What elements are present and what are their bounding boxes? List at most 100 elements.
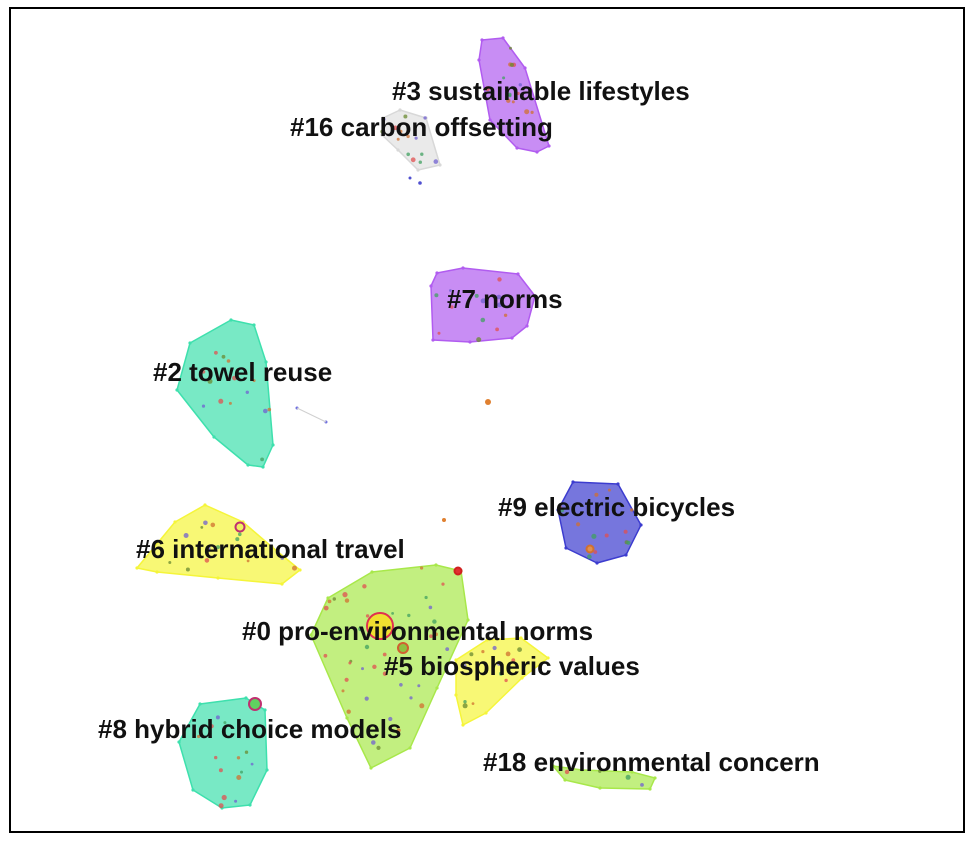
cluster-vertex xyxy=(454,693,458,697)
network-node xyxy=(410,157,416,163)
network-node xyxy=(203,520,208,526)
highlighted-node xyxy=(234,521,246,533)
network-node xyxy=(238,532,242,537)
cluster-vertex xyxy=(175,388,179,392)
network-node xyxy=(280,556,285,560)
cluster-vertex xyxy=(271,443,275,447)
cluster-vertex xyxy=(571,480,575,484)
network-node xyxy=(365,614,370,618)
network-node xyxy=(495,327,499,332)
network-node xyxy=(502,76,506,80)
network-node xyxy=(381,117,386,122)
cluster-vertex xyxy=(244,696,248,700)
network-node xyxy=(358,626,363,632)
network-node xyxy=(630,508,634,512)
network-node xyxy=(604,533,609,538)
network-node xyxy=(372,664,377,669)
cluster-vertex xyxy=(520,676,524,680)
network-node xyxy=(223,721,227,725)
network-node xyxy=(346,709,351,714)
network-node xyxy=(214,350,218,355)
network-node xyxy=(409,696,413,700)
cluster-vertex xyxy=(212,435,216,439)
network-node xyxy=(505,651,511,657)
network-node xyxy=(393,125,398,131)
cluster-vertex xyxy=(616,482,620,486)
network-node xyxy=(497,277,502,282)
cluster-vertex xyxy=(263,708,267,712)
network-node xyxy=(509,46,512,50)
cluster-vertex xyxy=(435,271,439,275)
network-node xyxy=(376,745,381,751)
cluster-vertex xyxy=(547,144,551,148)
network-node xyxy=(403,114,408,119)
cluster-vertex xyxy=(434,563,438,567)
network-node xyxy=(240,770,243,774)
cluster-vertex xyxy=(535,150,539,154)
network-node xyxy=(517,647,522,652)
network-node xyxy=(232,375,237,381)
cluster-vertex xyxy=(515,146,519,150)
network-node xyxy=(263,408,268,414)
cluster-label-18: #18 environmental concern xyxy=(483,747,820,777)
cluster-vertex xyxy=(466,618,470,622)
cluster-label-5: #5 biospheric values xyxy=(384,651,640,681)
network-node xyxy=(418,181,422,185)
network-node xyxy=(564,769,570,775)
network-node xyxy=(516,91,520,96)
cluster-vertex xyxy=(229,318,233,322)
network-node xyxy=(434,632,438,637)
cluster-vertex xyxy=(265,768,269,772)
cluster-vertex xyxy=(563,778,567,782)
network-node xyxy=(382,652,387,657)
cluster-vertex xyxy=(546,656,550,660)
cluster-vertex xyxy=(280,582,284,586)
network-node xyxy=(598,769,602,773)
network-node xyxy=(236,775,242,780)
network-node xyxy=(594,492,599,497)
network-node xyxy=(492,645,497,651)
cluster-vertex xyxy=(309,633,313,637)
cluster-vertex xyxy=(598,786,602,790)
cluster-vertex xyxy=(551,764,555,768)
network-node xyxy=(250,762,254,766)
cluster-vertex xyxy=(484,711,488,715)
network-node xyxy=(197,734,201,739)
network-node xyxy=(511,100,515,104)
network-node xyxy=(380,129,385,134)
cluster-vertex xyxy=(298,568,302,572)
network-node xyxy=(399,683,403,687)
cluster-label-6: #6 international travel xyxy=(136,534,405,564)
network-node xyxy=(236,756,241,760)
cluster-vertex xyxy=(248,803,252,807)
network-node xyxy=(640,783,644,787)
cluster-vertex xyxy=(519,636,523,640)
network-node xyxy=(445,647,450,651)
network-node xyxy=(593,550,598,554)
network-node xyxy=(607,511,611,515)
network-node xyxy=(246,559,250,563)
network-edge xyxy=(296,407,327,423)
network-node xyxy=(433,159,439,164)
cluster-vertex xyxy=(516,272,520,276)
network-node xyxy=(587,554,592,559)
network-node xyxy=(471,702,475,705)
cluster-vertex xyxy=(556,508,560,512)
network-node xyxy=(424,595,428,600)
network-node xyxy=(168,561,172,564)
network-node xyxy=(201,404,206,408)
cluster-vertex xyxy=(653,776,657,780)
network-node xyxy=(407,613,411,618)
network-node xyxy=(332,597,336,601)
network-node xyxy=(591,533,597,539)
cluster-vertex xyxy=(639,523,643,527)
network-node xyxy=(327,599,332,604)
cluster-vertex xyxy=(488,118,492,122)
cluster-hull-18 xyxy=(552,765,656,790)
network-node xyxy=(361,667,364,671)
cluster-vertex xyxy=(461,266,465,270)
network-node xyxy=(235,537,240,542)
network-node xyxy=(560,508,564,513)
network-node xyxy=(511,658,516,662)
network-node xyxy=(396,137,400,141)
